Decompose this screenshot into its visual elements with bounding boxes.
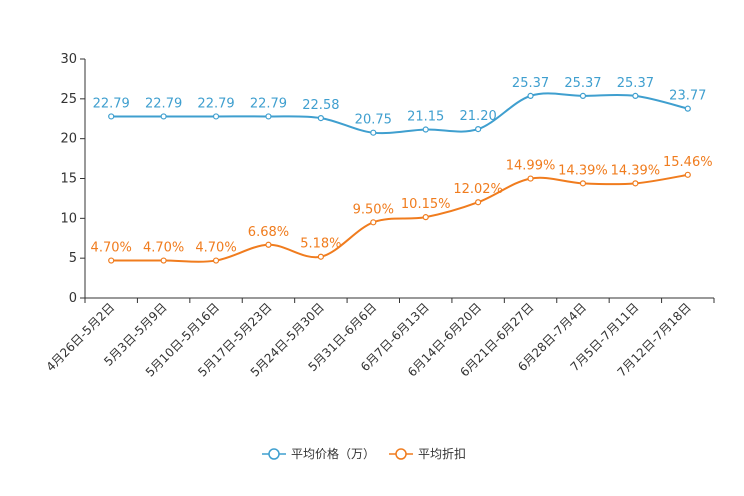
legend-label: 平均折扣 xyxy=(418,446,466,461)
data-point[interactable] xyxy=(422,126,429,133)
y-tick-label: 15 xyxy=(60,172,77,187)
x-axis: 4月26日-5月2日5月3日-5月9日5月10日-5月16日5月17日-5月23… xyxy=(43,297,715,380)
data-label: 6.68% xyxy=(248,225,289,240)
data-point[interactable] xyxy=(108,113,115,120)
data-point[interactable] xyxy=(317,115,324,122)
data-point[interactable] xyxy=(265,241,272,248)
data-point[interactable] xyxy=(527,175,534,182)
y-tick-label: 25 xyxy=(60,92,77,107)
data-point[interactable] xyxy=(579,92,587,99)
data-point[interactable] xyxy=(212,113,220,120)
data-label: 4.70% xyxy=(195,241,236,256)
y-tick-label: 5 xyxy=(69,251,77,266)
series-line-1 xyxy=(111,173,688,263)
data-label: 22.79 xyxy=(197,96,234,111)
data-label: 25.37 xyxy=(512,76,549,91)
data-point[interactable] xyxy=(684,105,691,112)
data-label: 23.77 xyxy=(669,89,706,104)
legend-item-0[interactable]: 平均价格（万） xyxy=(262,446,375,461)
legend-item-1[interactable]: 平均折扣 xyxy=(389,446,466,461)
data-label: 22.79 xyxy=(93,96,130,111)
data-point[interactable] xyxy=(475,199,482,206)
series-line-0 xyxy=(111,92,689,135)
data-point[interactable] xyxy=(370,129,377,136)
data-label: 4.70% xyxy=(91,241,132,256)
data-point[interactable] xyxy=(422,214,429,221)
legend-marker xyxy=(268,448,280,460)
data-labels: 22.79 22.79 22.79 22.79 22.58 20.75 21.15 21.20… xyxy=(91,76,713,256)
data-point[interactable] xyxy=(632,92,639,99)
y-tick-label: 10 xyxy=(60,211,77,226)
data-label: 14.39% xyxy=(611,163,661,178)
data-point[interactable] xyxy=(684,171,691,178)
data-label: 21.20 xyxy=(460,109,497,124)
data-label: 20.75 xyxy=(355,113,392,128)
data-label: 14.39% xyxy=(558,163,608,178)
data-point[interactable] xyxy=(265,113,272,120)
legend-marker xyxy=(395,448,407,460)
y-tick-label: 30 xyxy=(60,52,77,67)
data-point[interactable] xyxy=(317,253,324,260)
data-label: 4.70% xyxy=(143,241,184,256)
data-label: 12.02% xyxy=(453,182,503,197)
data-label: 9.50% xyxy=(353,202,394,217)
data-label: 14.99% xyxy=(506,159,556,174)
data-point[interactable] xyxy=(632,180,639,187)
data-label: 25.37 xyxy=(617,76,654,91)
data-label: 22.79 xyxy=(250,96,287,111)
data-label: 22.79 xyxy=(145,96,182,111)
data-point[interactable] xyxy=(160,257,167,264)
data-point[interactable] xyxy=(370,219,377,226)
data-label: 5.18% xyxy=(300,237,341,252)
data-label: 15.46% xyxy=(663,155,713,170)
data-label: 22.58 xyxy=(302,98,339,113)
data-point[interactable] xyxy=(475,126,482,133)
y-tick-label: 0 xyxy=(69,291,77,306)
y-axis: 0 5 10 15 20 25 30 xyxy=(60,52,86,306)
data-label: 25.37 xyxy=(564,76,601,91)
legend[interactable]: 平均价格（万） 平均折扣 xyxy=(262,446,466,461)
data-point[interactable] xyxy=(108,257,115,264)
data-point[interactable] xyxy=(527,92,534,99)
data-point[interactable] xyxy=(160,113,167,120)
y-tick-label: 20 xyxy=(60,132,77,147)
legend-label: 平均价格（万） xyxy=(291,446,375,461)
data-label: 10.15% xyxy=(401,197,451,212)
data-label: 21.15 xyxy=(407,110,444,125)
data-point[interactable] xyxy=(579,180,587,187)
series-layer xyxy=(108,92,691,264)
data-point[interactable] xyxy=(212,257,220,264)
